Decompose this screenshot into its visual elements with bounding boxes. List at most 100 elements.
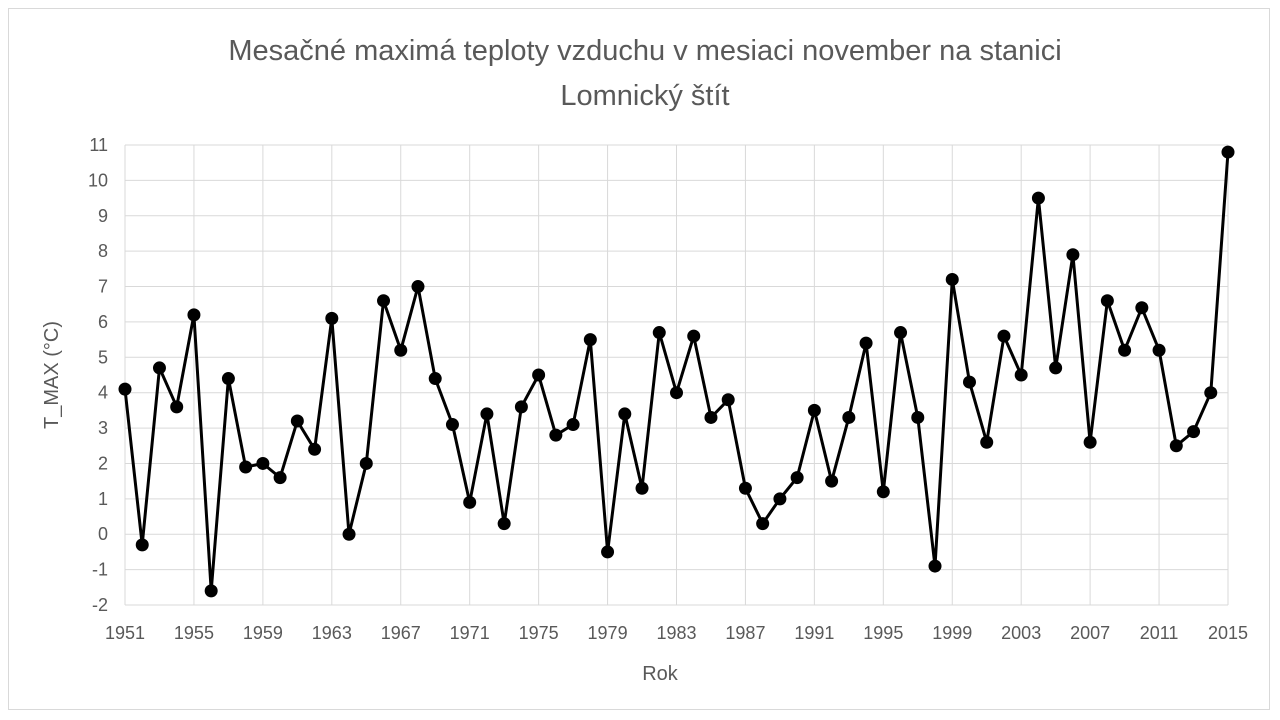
y-tick-label: -2 [92, 595, 108, 615]
x-tick-label: 2011 [1140, 623, 1179, 643]
data-point [635, 481, 649, 495]
data-point [704, 410, 718, 424]
x-tick-label: 1979 [588, 623, 628, 643]
data-point [670, 386, 683, 400]
data-point [962, 375, 976, 389]
data-point [221, 372, 235, 386]
x-tick-label: 1975 [519, 623, 559, 643]
data-point [1135, 301, 1149, 315]
data-point [445, 418, 459, 432]
x-tick-label: 1983 [656, 623, 696, 643]
data-point [187, 308, 201, 322]
data-point [980, 435, 994, 449]
series-tmax [118, 145, 1235, 598]
x-tick-label: 1995 [863, 623, 903, 643]
data-point [549, 428, 563, 442]
data-point [997, 329, 1011, 343]
data-point [756, 517, 770, 531]
y-tick-label: 11 [89, 135, 108, 155]
y-tick-label: 10 [88, 170, 108, 190]
y-tick-label: 0 [98, 524, 108, 544]
y-tick-label: 9 [98, 206, 108, 226]
data-point [325, 311, 339, 325]
y-tick-label: 2 [98, 453, 108, 473]
data-point [601, 545, 615, 559]
chart-title-line-1: Mesačné maximá teploty vzduchu v mesiaci… [228, 35, 1061, 67]
data-point [1100, 294, 1114, 308]
data-point [945, 272, 959, 286]
x-axis-label: Rok [642, 663, 679, 685]
data-point [497, 517, 511, 531]
x-tick-label: 2003 [1001, 623, 1041, 643]
data-point [273, 471, 287, 485]
data-point [1169, 439, 1183, 453]
data-point [342, 527, 356, 541]
data-point [652, 326, 666, 340]
x-tick-label: 1963 [312, 623, 352, 643]
data-point [152, 361, 166, 375]
x-tick-label: 1955 [174, 623, 214, 643]
data-point [1204, 386, 1218, 400]
data-point [566, 418, 580, 432]
data-point [463, 495, 477, 509]
y-axis-label: T_MAX (°C) [41, 321, 63, 429]
data-point [773, 492, 787, 506]
data-point [687, 329, 701, 343]
data-point [790, 471, 804, 485]
y-tick-label: 1 [98, 489, 108, 509]
data-point [514, 400, 528, 414]
data-point [1083, 435, 1097, 449]
y-tick-label: 3 [98, 418, 108, 438]
x-tick-label: 1987 [725, 623, 765, 643]
x-tick-label: 1967 [381, 623, 421, 643]
data-point [1031, 191, 1045, 205]
data-point [394, 343, 408, 357]
y-tick-label: 6 [98, 312, 108, 332]
y-tick-label: 4 [98, 383, 108, 403]
data-point [583, 333, 597, 347]
data-point [118, 382, 132, 396]
data-point [1049, 361, 1063, 375]
x-tick-label: 1959 [243, 623, 283, 643]
data-point [428, 372, 442, 386]
chart-frame [8, 8, 1270, 710]
y-tick-label: -1 [92, 560, 108, 580]
data-point [876, 485, 890, 499]
data-point [1187, 425, 1201, 439]
data-point [859, 336, 873, 350]
data-point [1152, 343, 1166, 357]
x-axis-ticks: 1951 1955 1959 1963 1967 1971 1975 1979 1983 1987… [105, 623, 1248, 643]
data-point [135, 538, 149, 552]
data-point [842, 410, 856, 424]
y-tick-label: 7 [98, 277, 108, 297]
data-point [1066, 248, 1080, 262]
y-tick-label: 8 [98, 241, 108, 261]
x-tick-label: 1971 [450, 623, 490, 643]
data-point [377, 294, 391, 308]
data-point [1118, 343, 1132, 357]
x-tick-label: 1951 [105, 623, 145, 643]
data-point [1221, 145, 1235, 159]
data-point [1014, 368, 1028, 382]
chart-title-line-2: Lomnický štít [560, 80, 729, 112]
x-tick-label: 1999 [932, 623, 972, 643]
data-point [290, 414, 304, 428]
data-point [411, 280, 425, 294]
data-point [532, 368, 546, 382]
data-point [308, 442, 322, 456]
data-point [480, 407, 494, 421]
x-tick-label: 2015 [1208, 623, 1248, 643]
x-tick-label: 2007 [1070, 623, 1110, 643]
data-point [204, 584, 218, 598]
data-point [170, 400, 184, 414]
data-point [894, 326, 908, 340]
data-point [911, 410, 925, 424]
data-point [928, 559, 942, 573]
data-point [256, 456, 270, 470]
grid-lines [124, 144, 1229, 606]
x-tick-label: 1991 [794, 623, 834, 643]
data-point [239, 460, 253, 474]
data-point [825, 474, 839, 488]
y-tick-label: 5 [98, 347, 108, 367]
